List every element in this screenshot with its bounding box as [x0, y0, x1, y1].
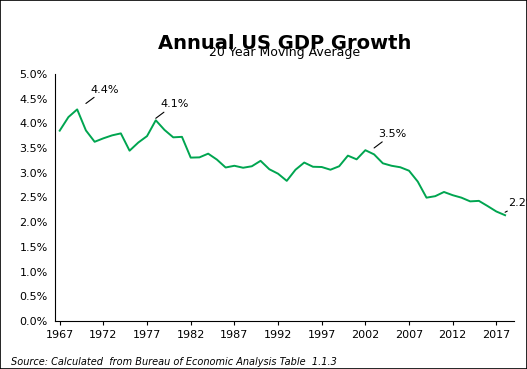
Text: 4.4%: 4.4%: [86, 85, 119, 103]
Text: 2.2%: 2.2%: [505, 198, 527, 212]
Text: 20 Year Moving Average: 20 Year Moving Average: [209, 46, 360, 59]
Text: Source: Calculated  from Bureau of Economic Analysis Table  1.1.3: Source: Calculated from Bureau of Econom…: [11, 357, 336, 367]
Text: 3.5%: 3.5%: [374, 129, 407, 148]
Text: 4.1%: 4.1%: [156, 99, 189, 118]
Title: Annual US GDP Growth: Annual US GDP Growth: [158, 34, 411, 53]
